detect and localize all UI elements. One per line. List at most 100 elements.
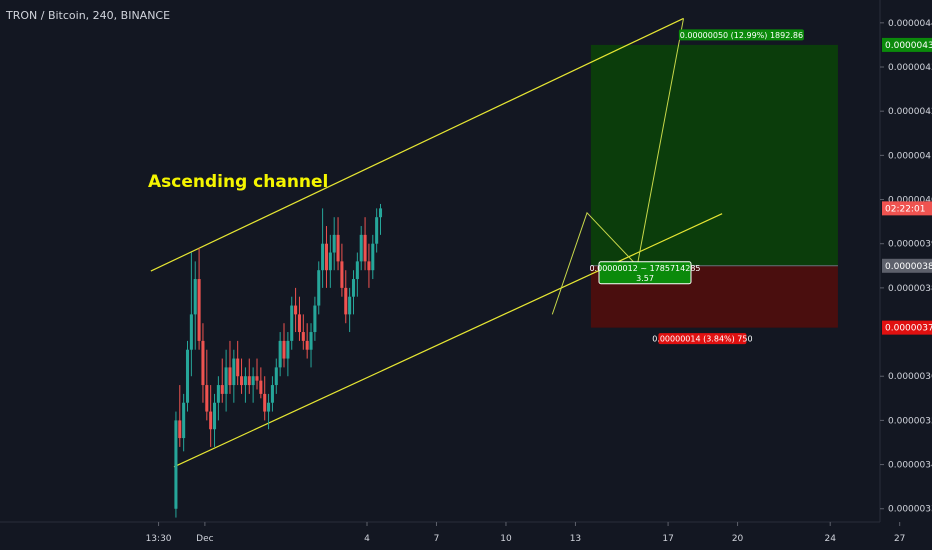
candle-body [232,358,236,386]
candle-body [313,305,317,333]
price-marker-label: 0.00000435 [885,41,932,51]
candle-body [355,261,359,280]
time-tick-label: 24 [824,534,836,544]
candle-body [301,332,305,341]
candle-body [174,420,178,509]
price-marker-label: 02:22:01 [885,204,925,214]
candle-body [193,279,197,315]
candle-body [213,402,217,430]
price-marker-label: 0.00000385 [885,262,932,272]
time-tick-label: 17 [662,534,673,544]
price-tick-label: 0.00000400 [888,196,932,206]
target-label: 0.00000050 (12.99%) 1892.86 [678,29,804,41]
price-tick-label: 0.00000340 [888,461,932,471]
candle-body [328,252,332,271]
candle-body [189,314,193,350]
candle-body [309,332,313,350]
candle-body [240,376,244,386]
candle-body [197,279,201,341]
candle-body [236,358,240,377]
candle-body [274,367,278,386]
candles [174,203,383,518]
price-axis: 0.00000330 0.00000340 0.00000350 0.00000360… [879,0,932,522]
candle-body [351,279,356,297]
candle-body [255,376,259,381]
candle-body [185,349,190,403]
candle-body [270,385,274,403]
candle-body [363,234,367,262]
candle-body [282,340,286,359]
price-tick-label: 0.00000330 [888,505,932,515]
candle-body [286,340,290,359]
candle-body [182,402,186,439]
candle-body [267,402,271,412]
price-marker [882,258,932,273]
candle-body [290,305,294,341]
target-label-box [678,29,804,41]
candle-body [378,208,383,218]
projection-path [551,18,685,315]
annotation-labels: 0.00000050 (12.99%) 1892.86 0.00000014 (3… [589,29,804,345]
candle-body [251,376,255,386]
chart-title: TRON / Bitcoin, 240, BINANCE [6,9,171,22]
candle-body [220,385,224,394]
target-label-text: 0.00000050 (12.99%) 1892.86 [680,31,803,40]
price-tick-label: 0.00000390 [888,240,932,250]
time-tick-label: 7 [434,534,440,544]
candle-body [321,243,325,271]
time-tick-label: Dec [196,534,213,544]
ascending-channel: Ascending channel [148,17,723,468]
candle-body [228,367,232,386]
profit-zone [590,44,838,266]
candle-body [317,270,321,306]
candle-body [209,411,213,430]
projection-line [551,18,685,315]
candle-body [224,367,228,394]
stop-label-box [658,333,747,345]
time-tick-label: 10 [500,534,512,544]
candle-body [201,340,205,386]
candle-body [324,243,328,271]
candle-body [367,261,371,271]
candle-body [216,385,220,403]
candle-body [247,376,251,386]
candle-body [305,340,309,350]
candle-body [243,376,247,386]
time-tick-label: 13:30 [146,534,172,544]
candle-body [348,296,352,315]
candle-body [278,340,282,368]
candle-body [205,385,209,412]
entry-label-text: 0.00000012 ~ 1785714285 [589,264,700,273]
candle-body [336,234,340,262]
entry-label-box [598,261,692,285]
position-zones [590,44,838,328]
stop-label-text: 0.00000014 (3.84%) 750 [652,335,752,344]
time-tick-label: 27 [894,534,905,544]
candle-body [259,380,263,394]
price-tick-label: 0.00000350 [888,416,932,426]
candle-body [375,217,379,244]
candle-body [178,420,182,439]
channel-lower-line [173,213,723,468]
candle-body [294,305,298,315]
price-tick-label: 0.00000420 [888,107,932,117]
time-tick-label: 4 [364,534,370,544]
price-marker [882,37,932,52]
entry-label-text: 3.57 [636,274,654,283]
candle-body [371,243,375,271]
time-tick-label: 20 [732,534,744,544]
price-tick-label: 0.00000410 [888,151,932,161]
channel-label: Ascending channel [148,172,328,192]
candle-body [344,287,348,315]
candle-body [340,261,344,288]
stop-label: 0.00000014 (3.84%) 750 [652,333,753,345]
price-tick-label: 0.00000360 [888,372,932,382]
candle-body [332,234,336,253]
candle-body [263,393,267,412]
